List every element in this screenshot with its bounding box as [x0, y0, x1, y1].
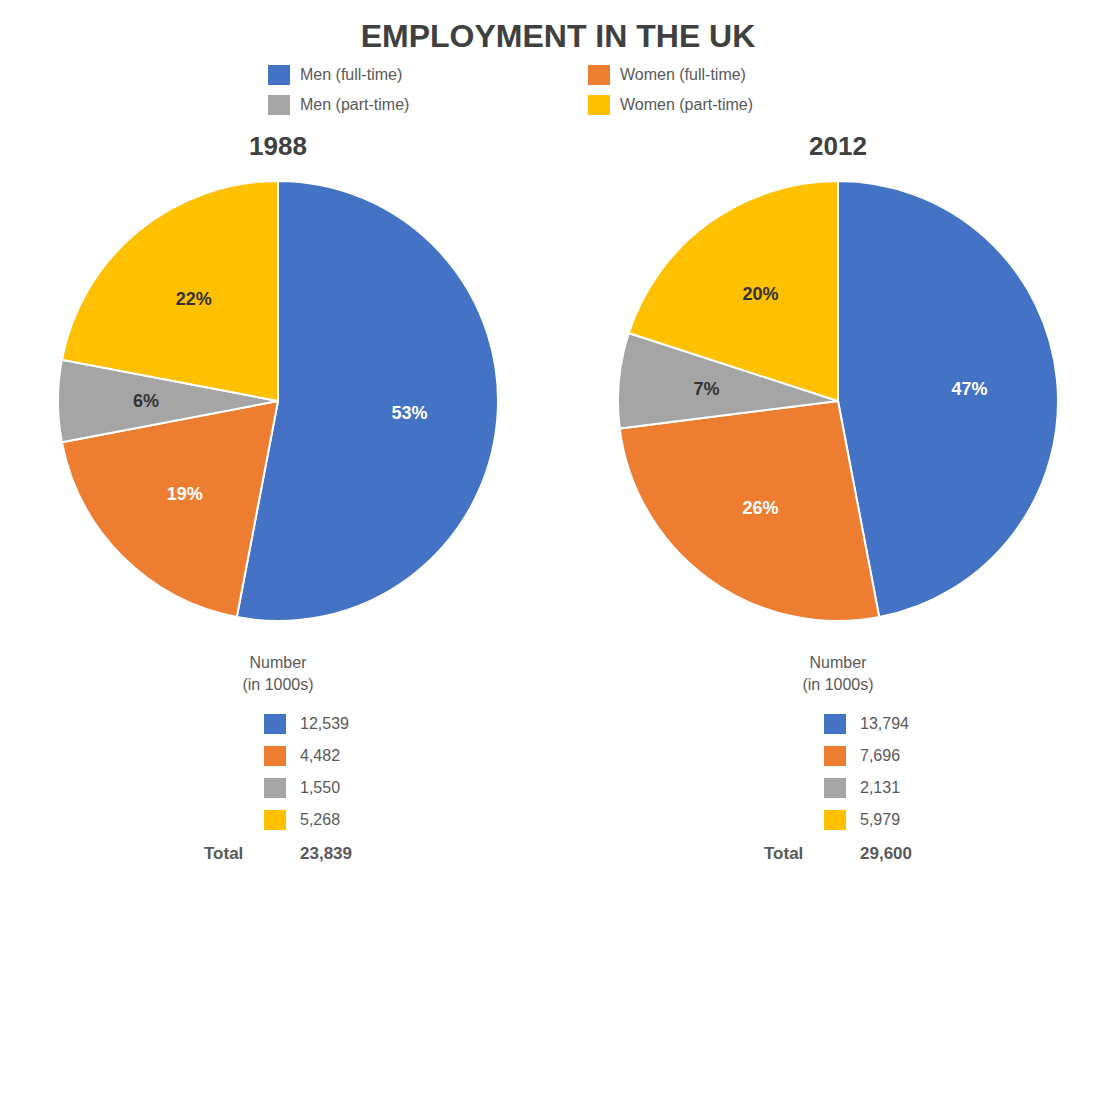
html-text:5,268: 5,268 [300, 811, 340, 828]
html-text:Total: Total [764, 844, 804, 863]
html-text:4,482: 4,482 [300, 747, 340, 764]
html-text:29,600: 29,600 [860, 844, 912, 863]
html-text:Men (part-time): Men (part-time) [300, 96, 410, 113]
html-text:Number: Number [249, 654, 307, 671]
html-text:Number: Number [809, 654, 867, 671]
svg-text:19%: 19% [167, 484, 203, 504]
svg-text:7%: 7% [694, 379, 720, 399]
html-text:12,539: 12,539 [300, 715, 349, 732]
html-text:Women (full-time): Women (full-time) [620, 66, 746, 83]
html-text:Men (full-time): Men (full-time) [300, 66, 403, 83]
html-text:2,131: 2,131 [860, 779, 900, 796]
html-text:5,979: 5,979 [860, 811, 900, 828]
html-text:7,696: 7,696 [860, 747, 900, 764]
html-text:1988: 1988 [249, 131, 307, 161]
html-text:Women (part-time): Women (part-time) [620, 96, 754, 113]
svg-text:20%: 20% [742, 284, 778, 304]
html-text:13,794: 13,794 [860, 715, 909, 732]
html-text:1,550: 1,550 [300, 779, 340, 796]
svg-text:22%: 22% [176, 289, 212, 309]
html-text:2012: 2012 [809, 131, 867, 161]
svg-text:6%: 6% [133, 391, 159, 411]
html-text:(in 1000s): (in 1000s) [802, 676, 874, 693]
svg-text:26%: 26% [742, 498, 778, 518]
html-text:Total: Total [204, 844, 244, 863]
html-text:23,839: 23,839 [300, 844, 352, 863]
html-text:EMPLOYMENT IN THE UK: EMPLOYMENT IN THE UK [360, 18, 756, 54]
svg-text:53%: 53% [391, 403, 427, 423]
html-text:(in 1000s): (in 1000s) [242, 676, 314, 693]
svg-text:47%: 47% [951, 379, 987, 399]
